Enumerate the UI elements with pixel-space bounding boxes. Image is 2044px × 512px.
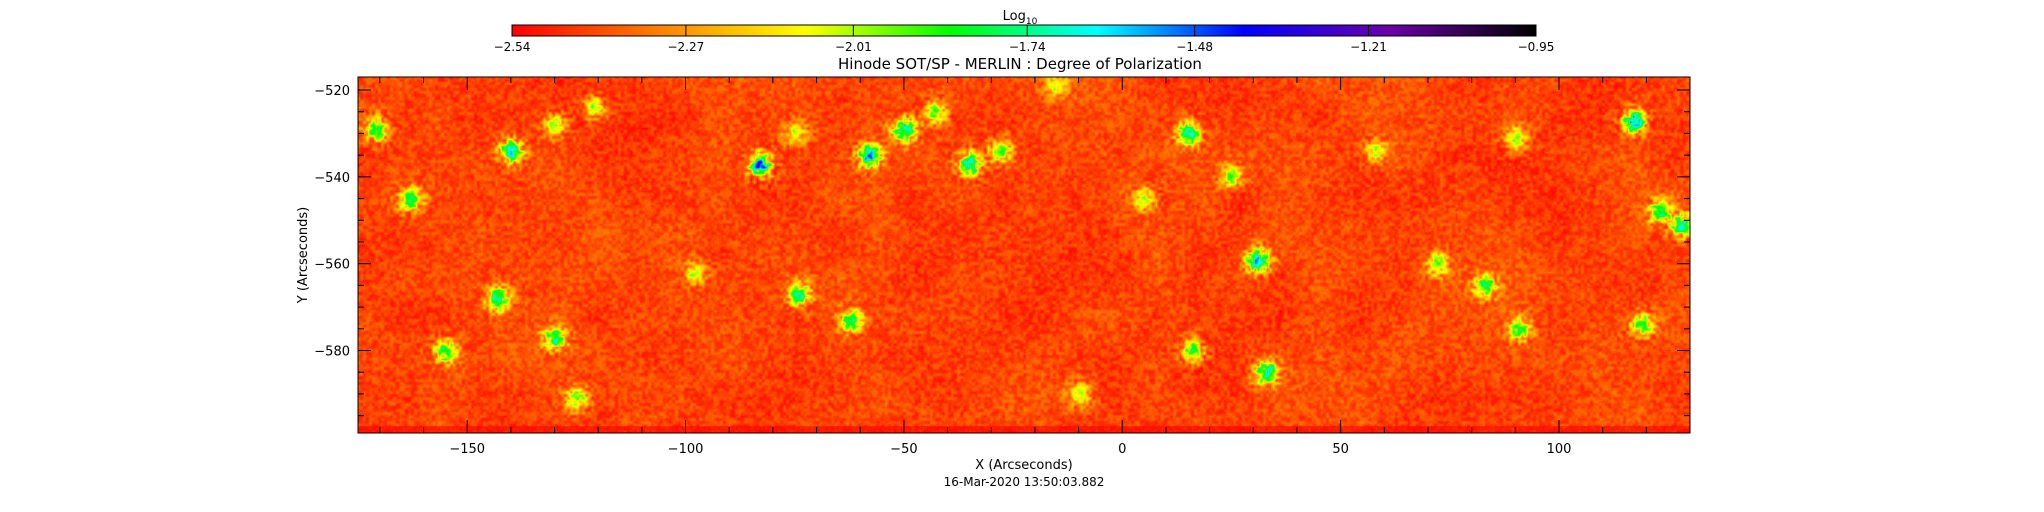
y-axis: −520 −540 −560 −580 xyxy=(314,84,1690,417)
colorbar-tick-label: −1.21 xyxy=(1350,40,1387,54)
colorbar-tick-label: −2.27 xyxy=(667,40,704,54)
colorbar-tick-label: −0.95 xyxy=(1518,40,1555,54)
colorbar-tick-label: −2.01 xyxy=(835,40,872,54)
colorbar-title: Log10 xyxy=(1003,9,1038,27)
colorbar-tick-label: −2.54 xyxy=(494,40,531,54)
colorbar-tick-label: −1.74 xyxy=(1009,40,1046,54)
chart-title: Hinode SOT/SP - MERLIN : Degree of Polar… xyxy=(838,55,1202,73)
colorbar-gradient xyxy=(511,24,1537,37)
y-tick-label: −520 xyxy=(314,84,350,99)
colorbar-tick-label: −1.48 xyxy=(1176,40,1213,54)
y-axis-label: Y (Arcseconds) xyxy=(296,207,311,304)
colorbar-ticks: −2.54 −2.27 −2.01 −1.74 −1.48 −1.21 −0.95 xyxy=(494,25,1555,54)
x-tick-label: −50 xyxy=(890,442,917,457)
x-tick-label: 50 xyxy=(1332,442,1349,457)
x-tick-label: −150 xyxy=(449,442,485,457)
x-tick-label: 0 xyxy=(1118,442,1126,457)
x-axis-label: X (Arcseconds) xyxy=(975,458,1072,473)
colorbar: Log10 −2.54 −2.27 −2.01 −1.74 −1.48 −1.21 −0.9… xyxy=(494,9,1555,54)
heatmap-image xyxy=(358,77,1690,433)
y-tick-label: −540 xyxy=(314,171,350,186)
plot-frame xyxy=(357,76,1691,434)
timestamp: 16-Mar-2020 13:50:03.882 xyxy=(944,475,1105,489)
plot-area: −150 −100 −50 0 50 100 −520 −540 −560 −580 xyxy=(314,76,1691,457)
x-tick-label: −100 xyxy=(668,442,704,457)
y-tick-label: −560 xyxy=(314,258,350,273)
x-axis: −150 −100 −50 0 50 100 xyxy=(379,77,1691,457)
x-tick-label: 100 xyxy=(1547,442,1572,457)
y-tick-label: −580 xyxy=(314,345,350,360)
